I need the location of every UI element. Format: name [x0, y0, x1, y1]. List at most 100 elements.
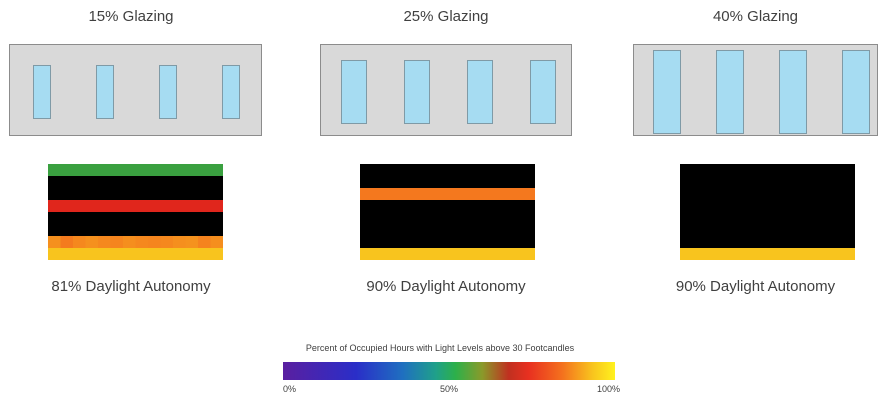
heatmap-cell: [98, 236, 111, 249]
heatmap-cell: [460, 248, 473, 260]
heatmap-cell: [98, 176, 111, 189]
heatmap-cell: [447, 200, 461, 213]
heatmap-cell: [173, 248, 186, 260]
heatmap-cell: [510, 224, 523, 237]
color-scale-bar: [283, 362, 615, 380]
heatmap-cell: [73, 188, 86, 201]
heatmap-cell: [360, 200, 373, 213]
heatmap-cell: [705, 248, 718, 260]
heatmap-cell: [372, 236, 386, 249]
heatmap-cell: [48, 248, 61, 260]
panel-title: 15% Glazing: [88, 8, 174, 25]
heatmap-cell: [210, 248, 223, 260]
heatmap-cell: [460, 224, 473, 237]
heatmap-cell: [485, 236, 498, 249]
heatmap-cell: [372, 200, 386, 213]
heatmap-cell: [817, 176, 831, 189]
heatmap-cell: [497, 200, 511, 213]
heatmap-cell: [60, 236, 74, 249]
window: [404, 60, 430, 124]
heatmap-cell: [98, 164, 111, 177]
heatmap-cell: [767, 212, 781, 225]
heatmap-cell: [510, 200, 523, 213]
heatmap-cell: [830, 224, 843, 237]
heatmap-cell: [830, 248, 843, 260]
heatmap-cell: [173, 212, 186, 225]
heatmap-cell: [510, 164, 523, 177]
heatmap-cell: [717, 176, 731, 189]
heatmap-cell: [717, 236, 731, 249]
heatmap-cell: [198, 224, 211, 237]
heatmap-cell: [792, 200, 806, 213]
heatmap-cell: [447, 176, 461, 189]
heatmap-cell: [73, 212, 86, 225]
heatmap-cell: [692, 248, 706, 260]
heatmap-cell: [742, 200, 756, 213]
heatmap-cell: [830, 236, 843, 249]
heatmap-cell: [842, 188, 855, 201]
heatmap-cell: [755, 224, 768, 237]
heatmap-cell: [792, 176, 806, 189]
heatmap-cell: [447, 236, 461, 249]
window: [222, 65, 240, 119]
heatmap-cell: [805, 164, 818, 177]
heatmap-cell: [510, 236, 523, 249]
heatmap-cell: [680, 212, 693, 225]
heatmap-cell: [730, 164, 743, 177]
heatmap-cell: [780, 236, 793, 249]
heatmap-cell: [60, 188, 74, 201]
heatmap-cell: [460, 176, 473, 189]
heatmap-cell: [73, 200, 86, 213]
heatmap-cell: [98, 188, 111, 201]
window: [779, 50, 807, 134]
heatmap-cell: [123, 164, 136, 177]
heatmap-cell: [510, 248, 523, 260]
heatmap-cell: [485, 248, 498, 260]
heatmap-cell: [792, 164, 806, 177]
heatmap-cell: [48, 224, 61, 237]
heatmap-cell: [210, 212, 223, 225]
heatmap-cell: [497, 248, 511, 260]
window: [653, 50, 681, 134]
heatmap-cell: [48, 200, 61, 213]
heatmap-cell: [85, 224, 99, 237]
heatmap-cell: [410, 176, 423, 189]
heatmap-cell: [755, 236, 768, 249]
heatmap-cell: [48, 176, 61, 189]
heatmap-cell: [817, 188, 831, 201]
heatmap-cell: [522, 200, 535, 213]
heatmap-cell: [397, 200, 411, 213]
heatmap-cell: [48, 212, 61, 225]
heatmap-cell: [705, 224, 718, 237]
heatmap-cell: [385, 188, 398, 201]
heatmap-cell: [135, 176, 149, 189]
heatmap-cell: [397, 248, 411, 260]
heatmap-cell: [767, 188, 781, 201]
heatmap-cell: [472, 164, 486, 177]
heatmap-cell: [692, 224, 706, 237]
heatmap-cell: [135, 224, 149, 237]
heatmap-cell: [73, 176, 86, 189]
heatmap-cell: [148, 164, 161, 177]
daylight-heatmap: [360, 164, 535, 260]
heatmap-cell: [717, 200, 731, 213]
heatmap-cell: [435, 188, 448, 201]
heatmap-cell: [410, 236, 423, 249]
heatmap-cell: [185, 236, 199, 249]
heatmap-cell: [73, 224, 86, 237]
heatmap-cell: [48, 188, 61, 201]
heatmap-cell: [73, 236, 86, 249]
heatmap-cell: [705, 176, 718, 189]
heatmap-cell: [485, 212, 498, 225]
heatmap-cell: [805, 236, 818, 249]
heatmap-cell: [148, 200, 161, 213]
heatmap-cell: [842, 236, 855, 249]
heatmap-cell: [680, 236, 693, 249]
heatmap-cell: [805, 188, 818, 201]
heatmap-cell: [85, 176, 99, 189]
heatmap-cell: [210, 236, 223, 249]
heatmap-cell: [472, 188, 486, 201]
heatmap-cell: [730, 188, 743, 201]
heatmap-cell: [830, 176, 843, 189]
heatmap-cell: [210, 176, 223, 189]
